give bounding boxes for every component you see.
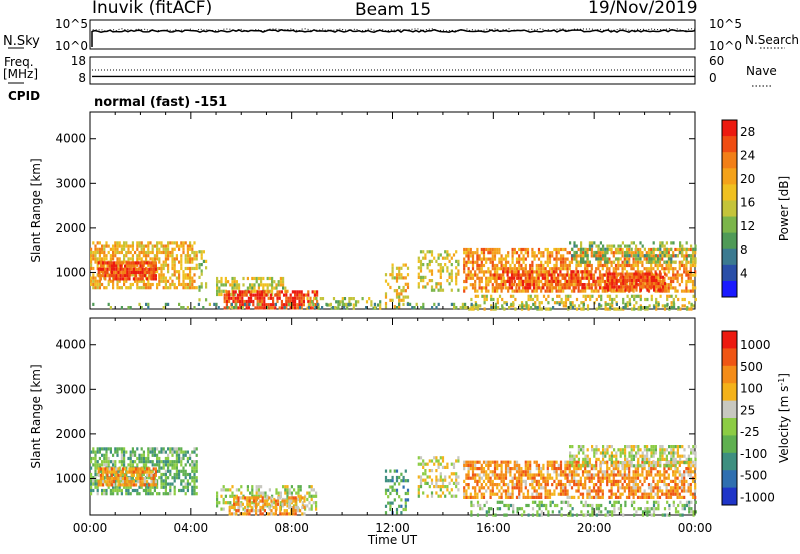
- power-ytick-0: 1000: [55, 265, 86, 279]
- power-ylabel: Slant Range [km]: [29, 158, 43, 262]
- power-colorbar-swatch-0: [722, 120, 737, 137]
- velocity-colorbar-swatch-9: [722, 487, 737, 506]
- velocity-colorbar-swatch-3: [722, 383, 737, 402]
- station-title: Inuvik (fitACF): [92, 0, 213, 18]
- power-ytick-3: 4000: [55, 132, 86, 146]
- velocity-xtick-4: 16:00: [476, 521, 511, 535]
- power-echo-region-0: [90, 241, 198, 290]
- velocity-xtick-6: 00:00: [678, 521, 713, 535]
- power-echo-region-2: [198, 250, 208, 302]
- power-colorbar-swatch-2: [722, 152, 737, 169]
- velocity-colorbar-label: Velocity [m s-1]: [777, 373, 792, 463]
- beam-title: Beam 15: [355, 0, 432, 20]
- velocity-colorbar-tick-4: -25: [740, 425, 760, 439]
- velocity-xtick-3: 12:00: [375, 521, 410, 535]
- velocity-ytick-0: 1000: [55, 471, 86, 485]
- power-colorbar-swatch-9: [722, 264, 737, 282]
- velocity-echo-region-3: [228, 496, 306, 516]
- velocity-xlabel: Time UT: [367, 533, 418, 547]
- freq-left-unit: [MHz]: [3, 67, 38, 81]
- power-echo-region-7: [417, 250, 460, 292]
- power-colorbar-swatch-7: [722, 232, 737, 250]
- velocity-colorbar-frame: [721, 330, 738, 506]
- noise-left-tick-bottom: 10^0: [55, 39, 88, 53]
- noise-right-tick-bottom: 10^0: [709, 39, 742, 53]
- noise-right-tick-top: 10^5: [709, 17, 742, 31]
- velocity-colorbar-tick-0: 1000: [740, 338, 771, 352]
- power-colorbar-tick-6: 28: [740, 125, 755, 139]
- date-title: 19/Nov/2019: [588, 0, 698, 18]
- cpid-text: normal (fast) -151: [94, 95, 227, 110]
- noise-left-label: N.Sky: [3, 34, 40, 49]
- noise-series-0: [91, 29, 696, 47]
- velocity-xtick-5: 20:00: [577, 521, 612, 535]
- power-echo-region-13: [92, 302, 693, 310]
- nave-tick-bottom: 0: [709, 71, 717, 85]
- velocity-ytick-1: 2000: [55, 427, 86, 441]
- power-echo-region-1: [97, 261, 157, 281]
- velocity-echo-region-1: [97, 467, 157, 487]
- power-colorbar-tick-2: 12: [740, 219, 755, 233]
- freq-left-label: Freq.: [4, 55, 34, 69]
- velocity-colorbar-tick-2: 100: [740, 382, 763, 396]
- power-colorbar-swatch-3: [722, 168, 737, 185]
- power-echo-region-11: [569, 241, 697, 264]
- velocity-echo-region-8: [470, 500, 697, 517]
- velocity-colorbar-tick-1: 500: [740, 360, 763, 374]
- velocity-xtick-2: 08:00: [274, 521, 309, 535]
- power-colorbar-tick-4: 20: [740, 172, 755, 186]
- power-colorbar-swatch-8: [722, 248, 737, 266]
- velocity-colorbar-swatch-1: [722, 348, 737, 367]
- power-echo-region-4: [223, 290, 319, 310]
- velocity-colorbar-tick-7: -1000: [740, 490, 775, 504]
- velocity-colorbar-swatch-4: [722, 400, 737, 419]
- nave-tick-top: 60: [709, 54, 724, 68]
- freq-tick-top: 18: [71, 54, 86, 68]
- freq-panel-frame: [89, 56, 696, 85]
- velocity-ylabel: Slant Range [km]: [29, 364, 43, 468]
- velocity-xtick-0: 00:00: [73, 521, 108, 535]
- velocity-echo-region-7: [569, 445, 697, 468]
- velocity-colorbar-swatch-2: [722, 365, 737, 384]
- velocity-ytick-3: 4000: [55, 338, 86, 352]
- power-colorbar-swatch-6: [722, 216, 737, 234]
- noise-series-1: [91, 28, 696, 47]
- velocity-colorbar-swatch-5: [722, 418, 737, 436]
- velocity-colorbar-tick-3: 25: [740, 403, 755, 417]
- velocity-colorbar-tick-6: -500: [740, 469, 767, 483]
- velocity-ytick-2: 3000: [55, 382, 86, 396]
- power-colorbar-swatch-5: [722, 200, 737, 218]
- power-colorbar-tick-1: 8: [740, 243, 748, 257]
- noise-left-tick-top: 10^5: [55, 17, 88, 31]
- power-echo-region-10: [606, 272, 667, 292]
- power-colorbar-tick-0: 4: [740, 266, 748, 280]
- power-ytick-1: 2000: [55, 221, 86, 235]
- power-colorbar-swatch-4: [722, 184, 737, 201]
- velocity-colorbar-tick-5: -100: [740, 447, 767, 461]
- velocity-echo-region-5: [417, 456, 460, 498]
- velocity-xtick-1: 04:00: [174, 521, 209, 535]
- power-colorbar-tick-5: 24: [740, 148, 755, 162]
- velocity-colorbar-swatch-0: [722, 331, 737, 349]
- noise-panel-frame: [89, 19, 696, 50]
- power-colorbar-swatch-10: [722, 280, 737, 298]
- power-colorbar-frame: [721, 119, 738, 298]
- cpid-label: CPID: [8, 89, 40, 103]
- velocity-echo-region-4: [384, 469, 410, 515]
- power-ytick-2: 3000: [55, 176, 86, 190]
- noise-right-label: N.Search: [745, 33, 799, 47]
- power-colorbar-swatch-1: [722, 136, 737, 153]
- power-colorbar-tick-3: 16: [740, 196, 755, 210]
- power-echo-region-9: [493, 270, 608, 290]
- power-colorbar-label: Power [dB]: [777, 176, 791, 241]
- velocity-colorbar-swatch-6: [722, 435, 737, 454]
- velocity-colorbar-swatch-7: [722, 452, 737, 471]
- nave-label: Nave: [746, 64, 777, 78]
- freq-tick-bottom: 8: [78, 71, 86, 85]
- velocity-colorbar-swatch-8: [722, 470, 737, 489]
- velocity-echo-region-6: [463, 460, 697, 499]
